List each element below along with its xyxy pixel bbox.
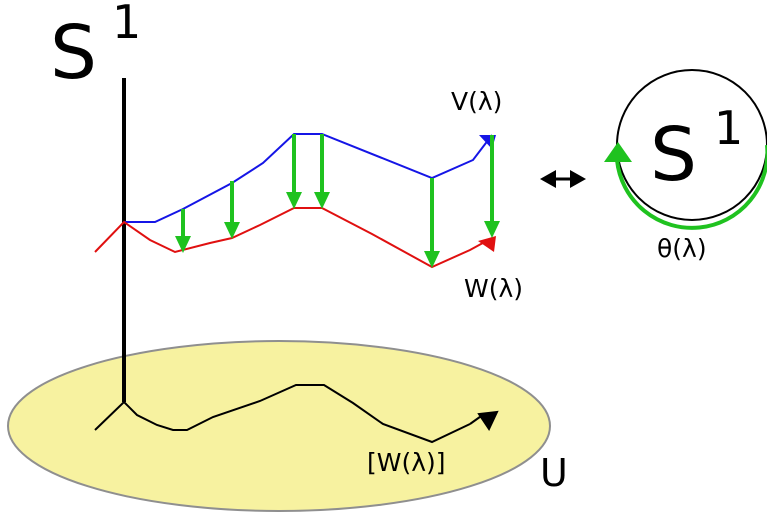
circle-label-exponent: 1 (714, 101, 743, 155)
projected-path (94, 384, 471, 444)
w-lambda-label: W(λ) (464, 274, 523, 303)
double-headed-arrow-icon (540, 170, 586, 188)
theta-arc (615, 145, 767, 230)
vector-arrowhead (314, 192, 330, 209)
circle-label-s: S (650, 112, 697, 198)
base-space-ellipse (7, 340, 551, 512)
fiber-label-s: S (50, 10, 97, 96)
vector-arrowhead (484, 221, 500, 238)
theta-lambda-label: θ(λ) (657, 234, 707, 263)
vector-arrowhead (424, 251, 440, 268)
lower-curve-end-marker (478, 236, 496, 252)
base-space-label: U (540, 451, 568, 495)
fiber-label-exponent: 1 (112, 0, 141, 49)
theta-arrowhead-icon (604, 142, 632, 162)
vector-arrowhead (175, 236, 191, 253)
difference-vectors (175, 134, 500, 268)
v-lambda-label: V(λ) (451, 87, 502, 116)
projected-path-label: [W(λ)] (367, 448, 446, 477)
upper-curve (124, 133, 493, 223)
vector-arrowhead (286, 192, 302, 209)
path-arrowhead-icon (469, 410, 499, 432)
vector-arrowhead (224, 222, 240, 239)
